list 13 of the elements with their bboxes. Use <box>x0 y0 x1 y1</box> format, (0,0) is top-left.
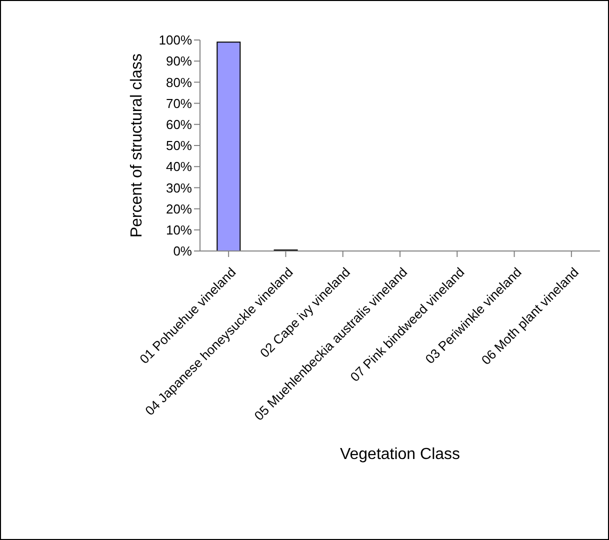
y-tick-label: 80% <box>166 74 192 90</box>
y-tick-label: 10% <box>166 222 192 238</box>
y-tick-label: 70% <box>166 96 192 111</box>
y-tick-label: 40% <box>166 159 192 174</box>
y-tick-label: 0% <box>173 244 192 259</box>
y-tick-label: 20% <box>166 201 192 216</box>
y-tick-label: 30% <box>166 180 192 196</box>
y-tick-label: 100% <box>158 32 192 48</box>
y-axis-title: Percent of structural class <box>128 53 146 238</box>
y-tick-label: 90% <box>166 54 192 69</box>
y-tick-label: 60% <box>166 117 192 132</box>
x-axis-title: Vegetation Class <box>340 446 460 463</box>
y-tick-label: 50% <box>166 138 192 154</box>
